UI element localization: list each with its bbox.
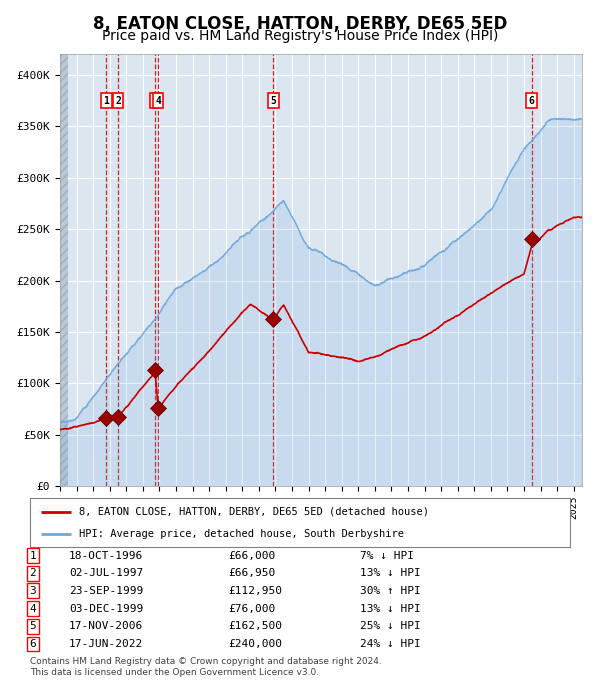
Text: 8, EATON CLOSE, HATTON, DERBY, DE65 5ED: 8, EATON CLOSE, HATTON, DERBY, DE65 5ED: [93, 15, 507, 33]
Text: 18-OCT-1996: 18-OCT-1996: [69, 551, 143, 560]
Text: 6: 6: [529, 96, 535, 105]
Text: Price paid vs. HM Land Registry's House Price Index (HPI): Price paid vs. HM Land Registry's House …: [102, 29, 498, 43]
Text: 13% ↓ HPI: 13% ↓ HPI: [360, 604, 421, 613]
Text: 24% ↓ HPI: 24% ↓ HPI: [360, 639, 421, 649]
Text: 3: 3: [152, 96, 158, 105]
Text: 2: 2: [29, 568, 37, 578]
Text: 1: 1: [29, 551, 37, 560]
Text: 8, EATON CLOSE, HATTON, DERBY, DE65 5ED (detached house): 8, EATON CLOSE, HATTON, DERBY, DE65 5ED …: [79, 507, 428, 517]
Text: 23-SEP-1999: 23-SEP-1999: [69, 586, 143, 596]
Text: 1: 1: [103, 96, 109, 105]
Text: £112,950: £112,950: [228, 586, 282, 596]
Text: £240,000: £240,000: [228, 639, 282, 649]
Text: 25% ↓ HPI: 25% ↓ HPI: [360, 622, 421, 631]
Text: 5: 5: [271, 96, 277, 105]
Text: 17-JUN-2022: 17-JUN-2022: [69, 639, 143, 649]
Text: 4: 4: [155, 96, 161, 105]
Text: 6: 6: [29, 639, 37, 649]
Text: 02-JUL-1997: 02-JUL-1997: [69, 568, 143, 578]
Text: £162,500: £162,500: [228, 622, 282, 631]
Text: 30% ↑ HPI: 30% ↑ HPI: [360, 586, 421, 596]
Text: HPI: Average price, detached house, South Derbyshire: HPI: Average price, detached house, Sout…: [79, 529, 404, 539]
Text: 03-DEC-1999: 03-DEC-1999: [69, 604, 143, 613]
Text: 17-NOV-2006: 17-NOV-2006: [69, 622, 143, 631]
Text: 2: 2: [115, 96, 121, 105]
Text: £66,000: £66,000: [228, 551, 275, 560]
Text: 7% ↓ HPI: 7% ↓ HPI: [360, 551, 414, 560]
Text: Contains HM Land Registry data © Crown copyright and database right 2024.
This d: Contains HM Land Registry data © Crown c…: [30, 657, 382, 677]
Text: 3: 3: [29, 586, 37, 596]
Text: 13% ↓ HPI: 13% ↓ HPI: [360, 568, 421, 578]
Text: 5: 5: [29, 622, 37, 631]
Text: 4: 4: [29, 604, 37, 613]
Text: £76,000: £76,000: [228, 604, 275, 613]
Text: £66,950: £66,950: [228, 568, 275, 578]
